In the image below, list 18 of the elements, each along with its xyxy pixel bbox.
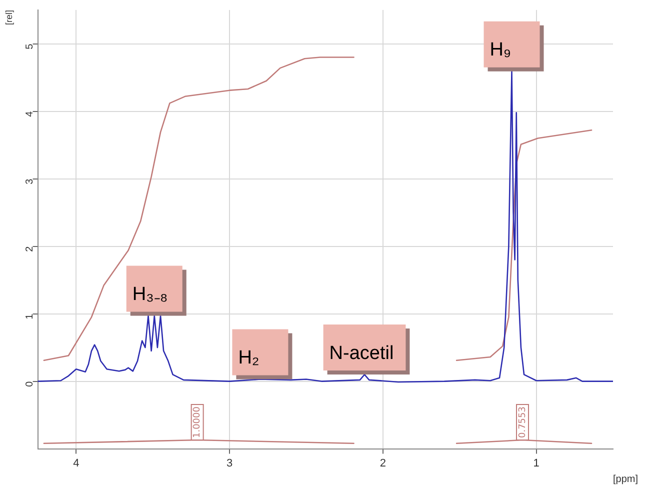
y-tick-label: 4 (24, 110, 36, 117)
annotation: 0.7553 (518, 406, 528, 438)
annotation: H₉ (490, 40, 512, 61)
x-tick-label: 4 (73, 457, 80, 470)
y-axis-title: [rel] (4, 10, 14, 26)
annotation: H₃₋₈ (132, 284, 168, 306)
x-tick-label: 1 (533, 457, 540, 470)
y-tick-label: 3 (24, 178, 36, 184)
annotation: H₂ (238, 348, 260, 368)
x-tick-label: 2 (380, 457, 386, 470)
x-tick-label: 3 (226, 457, 233, 470)
y-tick-label: 2 (24, 246, 36, 252)
x-axis-title: [ppm] (613, 474, 638, 485)
y-tick-label: 5 (24, 43, 36, 50)
annotation: N-acetil (329, 342, 394, 364)
y-tick-label: 1 (24, 313, 36, 320)
annotation: 1.0000 (192, 406, 203, 438)
y-tick-label: 0 (24, 380, 36, 387)
